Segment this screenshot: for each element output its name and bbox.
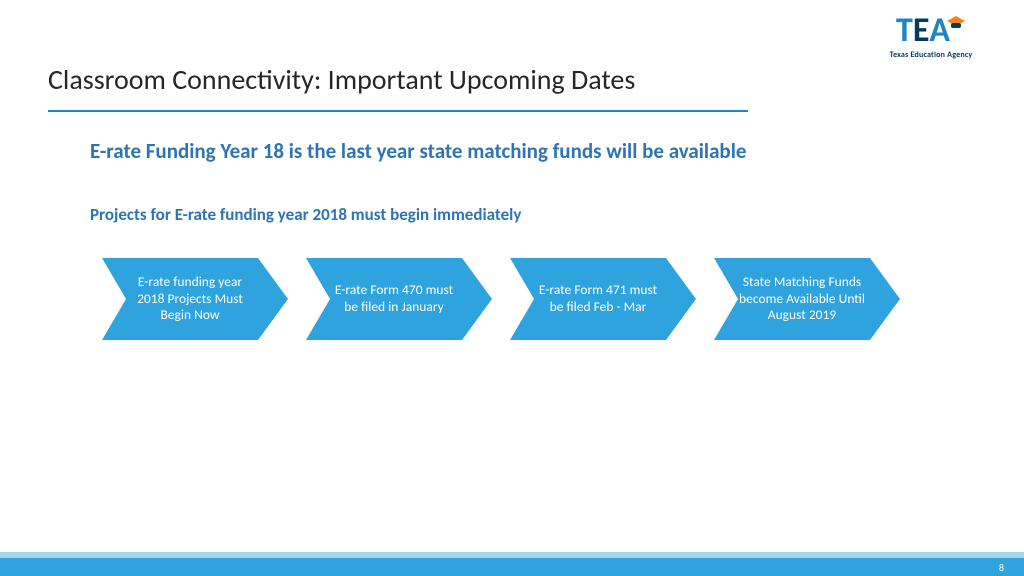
process-step-label: E-rate funding year 2018 Projects Must B… (126, 258, 254, 340)
title-underline (48, 110, 748, 112)
process-step-4: State Matching Funds become Available Un… (714, 258, 900, 340)
subhead-text: Projects for E-rate funding year 2018 mu… (90, 204, 521, 225)
logo-letter-t: T (896, 14, 911, 48)
process-step-label: E-rate Form 470 must be filed in January (330, 258, 458, 340)
tea-logo: T E A Texas Education Agency (866, 14, 996, 64)
process-step-3: E-rate Form 471 must be filed Feb - Mar (510, 258, 696, 340)
page-title: Classroom Connectivity: Important Upcomi… (48, 62, 635, 97)
headline-text: E-rate Funding Year 18 is the last year … (90, 138, 746, 164)
process-step-2: E-rate Form 470 must be filed in January (306, 258, 492, 340)
process-step-label: E-rate Form 471 must be filed Feb - Mar (534, 258, 662, 340)
graduation-cap-icon (946, 14, 966, 34)
footer-bar-inner: 8 (0, 558, 1024, 576)
process-step-label: State Matching Funds become Available Un… (738, 258, 866, 340)
logo-letter-e: E (913, 14, 928, 48)
page-number: 8 (999, 561, 1004, 574)
process-step-1: E-rate funding year 2018 Projects Must B… (102, 258, 288, 340)
logo-tagline: Texas Education Agency (890, 50, 973, 60)
logo-letters-row: T E A (896, 14, 966, 48)
process-flow: E-rate funding year 2018 Projects Must B… (102, 258, 900, 340)
